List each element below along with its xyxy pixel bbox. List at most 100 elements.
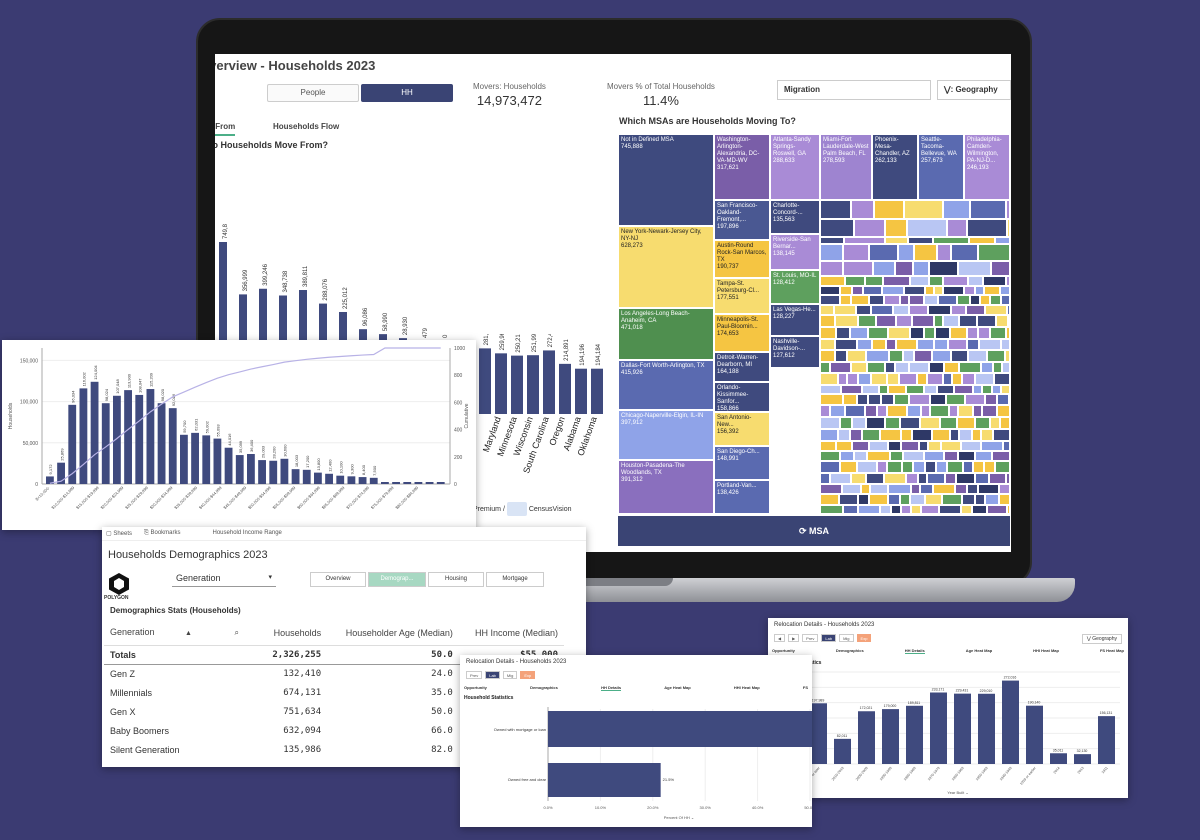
treemap-tile[interactable] [820, 200, 851, 219]
treemap-tile[interactable] [895, 261, 913, 276]
treemap-tile[interactable] [909, 305, 928, 315]
treemap-tile[interactable]: Tampa-St. Petersburg-Cl... 177,551 [714, 278, 770, 314]
treemap-tile[interactable] [820, 484, 842, 494]
treemap-tile[interactable] [857, 461, 877, 473]
treemap-tile[interactable] [866, 417, 885, 429]
treemap-tile[interactable] [959, 429, 972, 441]
treemap-tile[interactable]: Houston-Pasadena-The Woodlands, TX 391,31… [618, 460, 714, 514]
treemap-tile[interactable] [884, 295, 900, 305]
treemap-tile[interactable] [950, 327, 967, 339]
tab-moving-from[interactable]: Moving From [215, 122, 236, 136]
treemap-tile[interactable] [820, 451, 840, 461]
treemap-tile[interactable] [820, 373, 838, 385]
treemap-tile[interactable] [903, 451, 924, 461]
geography-dropdown[interactable]: ⋁ Geography [1081, 634, 1122, 644]
treemap-tile[interactable] [941, 441, 961, 451]
treemap-tile[interactable] [967, 484, 978, 494]
treemap-tile[interactable]: Las Vegas-He... 128,227 [770, 304, 820, 336]
treemap-tile[interactable] [910, 327, 924, 339]
treemap-tile[interactable] [957, 417, 975, 429]
treemap-tile[interactable] [894, 394, 909, 405]
treemap-tile[interactable] [1007, 305, 1010, 315]
treemap-tile[interactable] [982, 405, 997, 417]
treemap-tile[interactable] [851, 295, 869, 305]
treemap-tile[interactable] [967, 327, 978, 339]
treemap-tile[interactable] [921, 505, 939, 514]
treemap-tile[interactable] [987, 350, 1005, 362]
treemap-tile[interactable] [820, 385, 841, 394]
treemap-tile[interactable] [1001, 385, 1010, 394]
treemap-tile[interactable] [951, 305, 966, 315]
nav-next-button[interactable]: ▶ [788, 634, 800, 642]
treemap-tile[interactable] [845, 405, 865, 417]
treemap-tile[interactable] [872, 339, 886, 350]
treemap-tile[interactable] [820, 286, 840, 295]
treemap-tile[interactable] [840, 295, 851, 305]
treemap-tile[interactable] [985, 305, 1007, 315]
column-header-income[interactable]: HH Income (Median) [458, 621, 564, 646]
treemap-tile[interactable] [895, 362, 909, 373]
treemap-tile[interactable] [934, 339, 948, 350]
treemap-tile[interactable] [1006, 276, 1010, 286]
treemap-tile[interactable]: Minneapolis-St. Paul-Bloomin... 174,653 [714, 314, 770, 352]
treemap-tile[interactable] [870, 484, 888, 494]
treemap-tile[interactable] [930, 405, 949, 417]
treemap-tile[interactable] [866, 350, 889, 362]
treemap-tile[interactable] [968, 276, 983, 286]
treemap-tile[interactable] [843, 394, 857, 405]
treemap-tile[interactable] [995, 461, 1010, 473]
treemap-tile[interactable]: Dallas-Fort Worth-Arlington, TX 415,926 [618, 360, 714, 410]
treemap-tile[interactable] [928, 305, 951, 315]
treemap-tile[interactable] [920, 417, 940, 429]
tab-hhi-heat-map[interactable]: HHI Heat Map [733, 685, 760, 690]
treemap-tile[interactable] [906, 473, 918, 484]
treemap-tile[interactable] [943, 276, 968, 286]
treemap-tile[interactable] [970, 200, 1006, 219]
treemap-tile[interactable] [1002, 362, 1010, 373]
treemap-tile[interactable] [929, 261, 958, 276]
treemap-tile[interactable] [840, 417, 852, 429]
table-row[interactable]: Gen X 751,634 50.0 [104, 702, 564, 721]
treemap-tile[interactable] [841, 385, 862, 394]
treemap-tile[interactable] [1008, 315, 1010, 327]
treemap-tile[interactable] [867, 451, 890, 461]
treemap-tile[interactable] [850, 327, 868, 339]
treemap-tile[interactable] [820, 244, 843, 261]
sheets-button[interactable]: ▢ Sheets [106, 531, 133, 537]
treemap-tile[interactable] [920, 484, 933, 494]
treemap-tile[interactable] [929, 276, 943, 286]
treemap-tile[interactable] [891, 505, 901, 514]
treemap-tile[interactable] [1000, 286, 1010, 295]
treemap-tile[interactable]: Phoenix-Mesa-Chandler, AZ 262,133 [872, 134, 918, 200]
treemap-tile[interactable] [912, 315, 934, 327]
treemap-tile[interactable] [913, 261, 929, 276]
treemap-tile[interactable] [927, 373, 943, 385]
treemap-tile[interactable] [937, 385, 954, 394]
treemap-tile[interactable] [937, 244, 951, 261]
treemap-tile[interactable] [949, 405, 958, 417]
treemap-tile[interactable] [871, 373, 887, 385]
treemap-tile[interactable] [888, 494, 900, 505]
treemap-tile[interactable]: Portland-Van... 138,426 [714, 480, 770, 514]
treemap-tile[interactable] [997, 394, 1009, 405]
treemap-tile[interactable] [968, 350, 987, 362]
generation-dropdown[interactable]: Generation ▾ [172, 571, 276, 587]
treemap-tile[interactable] [927, 473, 945, 484]
treemap-tile[interactable] [845, 276, 865, 286]
treemap-tile[interactable] [918, 473, 927, 484]
treemap-tile[interactable] [908, 237, 933, 244]
treemap-tile[interactable] [857, 339, 872, 350]
treemap-tile[interactable] [820, 394, 843, 405]
treemap-tile[interactable] [904, 200, 943, 219]
tab-demographics[interactable]: Demographics [835, 648, 864, 653]
treemap-tile[interactable]: San Diego-Ch... 148,991 [714, 446, 770, 480]
treemap-tile[interactable] [933, 484, 955, 494]
tab-mortgage[interactable]: Mortgage [486, 572, 544, 587]
censusvision-label[interactable]: CensusVision [528, 505, 572, 513]
treemap-tile[interactable] [901, 429, 912, 441]
treemap-tile[interactable] [992, 451, 1010, 461]
treemap-tile[interactable] [981, 362, 993, 373]
tab-opportunity[interactable]: Opportunity [464, 685, 487, 690]
treemap-tile[interactable] [958, 405, 973, 417]
treemap-tile[interactable] [884, 473, 906, 484]
